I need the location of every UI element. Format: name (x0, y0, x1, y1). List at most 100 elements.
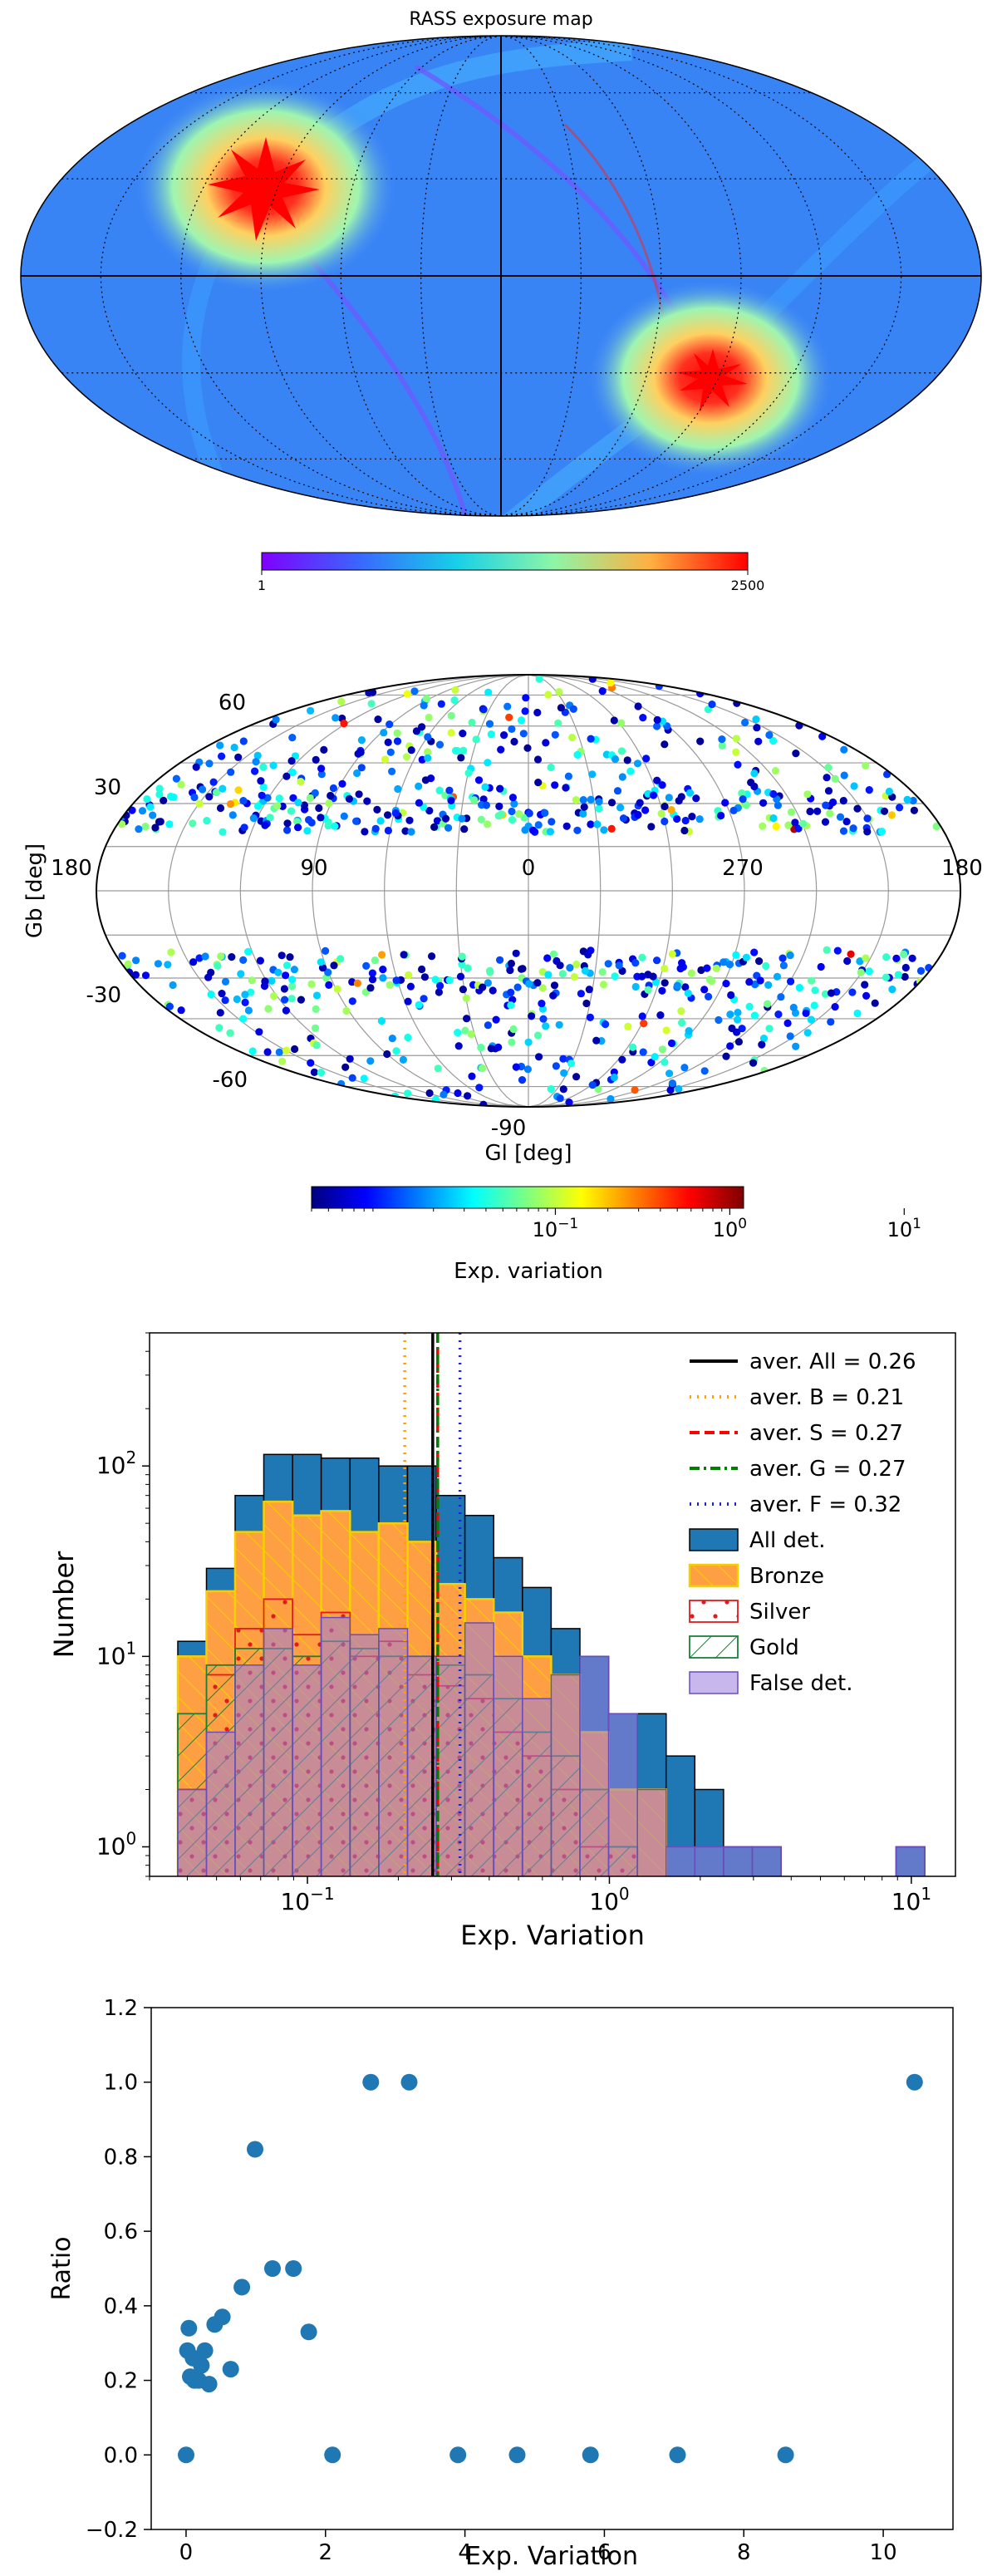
sky-point (489, 986, 497, 995)
sky-point (555, 688, 563, 696)
histogram-average-lines (403, 1333, 462, 1876)
sky-point (634, 810, 642, 819)
sky-point (357, 736, 366, 745)
histogram-bar-all-det (665, 1755, 696, 1876)
sky-point (444, 823, 453, 832)
sky-point (440, 1090, 448, 1099)
sky-point (772, 822, 780, 831)
sky-point (227, 768, 235, 776)
sky-point (562, 784, 570, 792)
sky-point (353, 979, 361, 987)
sky-point (916, 966, 926, 975)
sky-point (353, 769, 361, 778)
sky-point (128, 806, 136, 814)
exposure-colorbar-max-label: 2500 (731, 578, 765, 593)
sky-point (282, 961, 292, 970)
legend-label: aver. S = 0.27 (749, 1421, 903, 1446)
sky-point (337, 697, 346, 705)
exposure-map-panel: RASS exposure map 1 2500 (0, 0, 997, 607)
sky-point (595, 798, 603, 806)
ratio-point (247, 2141, 263, 2158)
sky-point (573, 750, 582, 759)
sky-point (456, 972, 465, 981)
sky-point (729, 806, 738, 814)
sky-point (405, 971, 413, 979)
sky-point (169, 981, 177, 990)
sky-point (538, 1000, 546, 1008)
sky-point (327, 791, 335, 800)
sky-point (468, 1072, 476, 1080)
sky-point (282, 971, 290, 980)
sky-point (458, 961, 466, 969)
sky-point (877, 828, 886, 836)
sky-point (283, 819, 292, 828)
sky-point (441, 814, 450, 823)
sky-colorbar-label: Exp. variation (454, 1259, 603, 1284)
sky-point (428, 952, 436, 961)
sky-point (195, 954, 204, 962)
sky-point (379, 974, 387, 982)
sky-point (745, 978, 754, 986)
sky-point (807, 1015, 816, 1024)
sky-point (460, 825, 469, 833)
sky-point (836, 813, 845, 821)
sky-point (795, 984, 804, 992)
ratio-x-tick-label: 2 (319, 2540, 333, 2565)
sky-point (528, 1012, 536, 1020)
sky-point (393, 729, 401, 737)
sky-point (392, 976, 400, 985)
sky-point (544, 691, 553, 699)
sky-point (687, 969, 696, 977)
sky-point (207, 968, 215, 976)
sky-point (281, 995, 289, 1004)
sky-point (843, 956, 852, 966)
sky-point (418, 723, 426, 731)
ratio-point (285, 2260, 302, 2277)
sky-point (759, 799, 768, 807)
sky-point (332, 714, 340, 722)
sky-point (827, 989, 836, 997)
sky-point (722, 1052, 730, 1060)
sky-point (317, 770, 326, 779)
sky-point (209, 778, 218, 786)
sky-point (378, 951, 386, 959)
histogram-bar-false-det (464, 1622, 494, 1876)
sky-point (833, 946, 842, 955)
sky-point (539, 1015, 548, 1023)
sky-point (472, 735, 480, 744)
legend-patch-swatch (689, 1671, 739, 1694)
sky-point (177, 1006, 185, 1015)
sky-point (437, 700, 445, 708)
sky-point (484, 979, 493, 987)
sky-point (542, 739, 550, 747)
sky-point (508, 1038, 516, 1046)
sky-point (742, 953, 751, 961)
sky-point (404, 1033, 412, 1042)
sky-point (887, 811, 896, 819)
sky-point (464, 964, 472, 972)
sky-point (503, 702, 512, 710)
sky-point (623, 756, 631, 764)
sky-lon-label-0: 0 (522, 856, 536, 881)
sky-point (533, 708, 542, 717)
sky-point (306, 794, 314, 802)
sky-point (523, 1065, 533, 1074)
sky-ylabel: Gb [deg] (22, 843, 47, 938)
sky-point (658, 1045, 667, 1054)
sky-point (434, 1064, 442, 1073)
sky-point (510, 799, 518, 808)
sky-point (253, 751, 262, 760)
sky-point (726, 1010, 734, 1019)
sky-point (732, 748, 740, 756)
sky-point (721, 799, 729, 807)
ratio-y-tick-label: 1.2 (104, 1996, 138, 2021)
sky-point (799, 819, 808, 828)
sky-point (484, 820, 492, 828)
sky-point (500, 731, 508, 740)
sky-point (522, 694, 530, 702)
sky-point (756, 976, 764, 985)
sky-point (586, 1013, 595, 1021)
sky-point (487, 730, 495, 739)
sky-point (888, 986, 896, 994)
sky-point (447, 729, 455, 737)
